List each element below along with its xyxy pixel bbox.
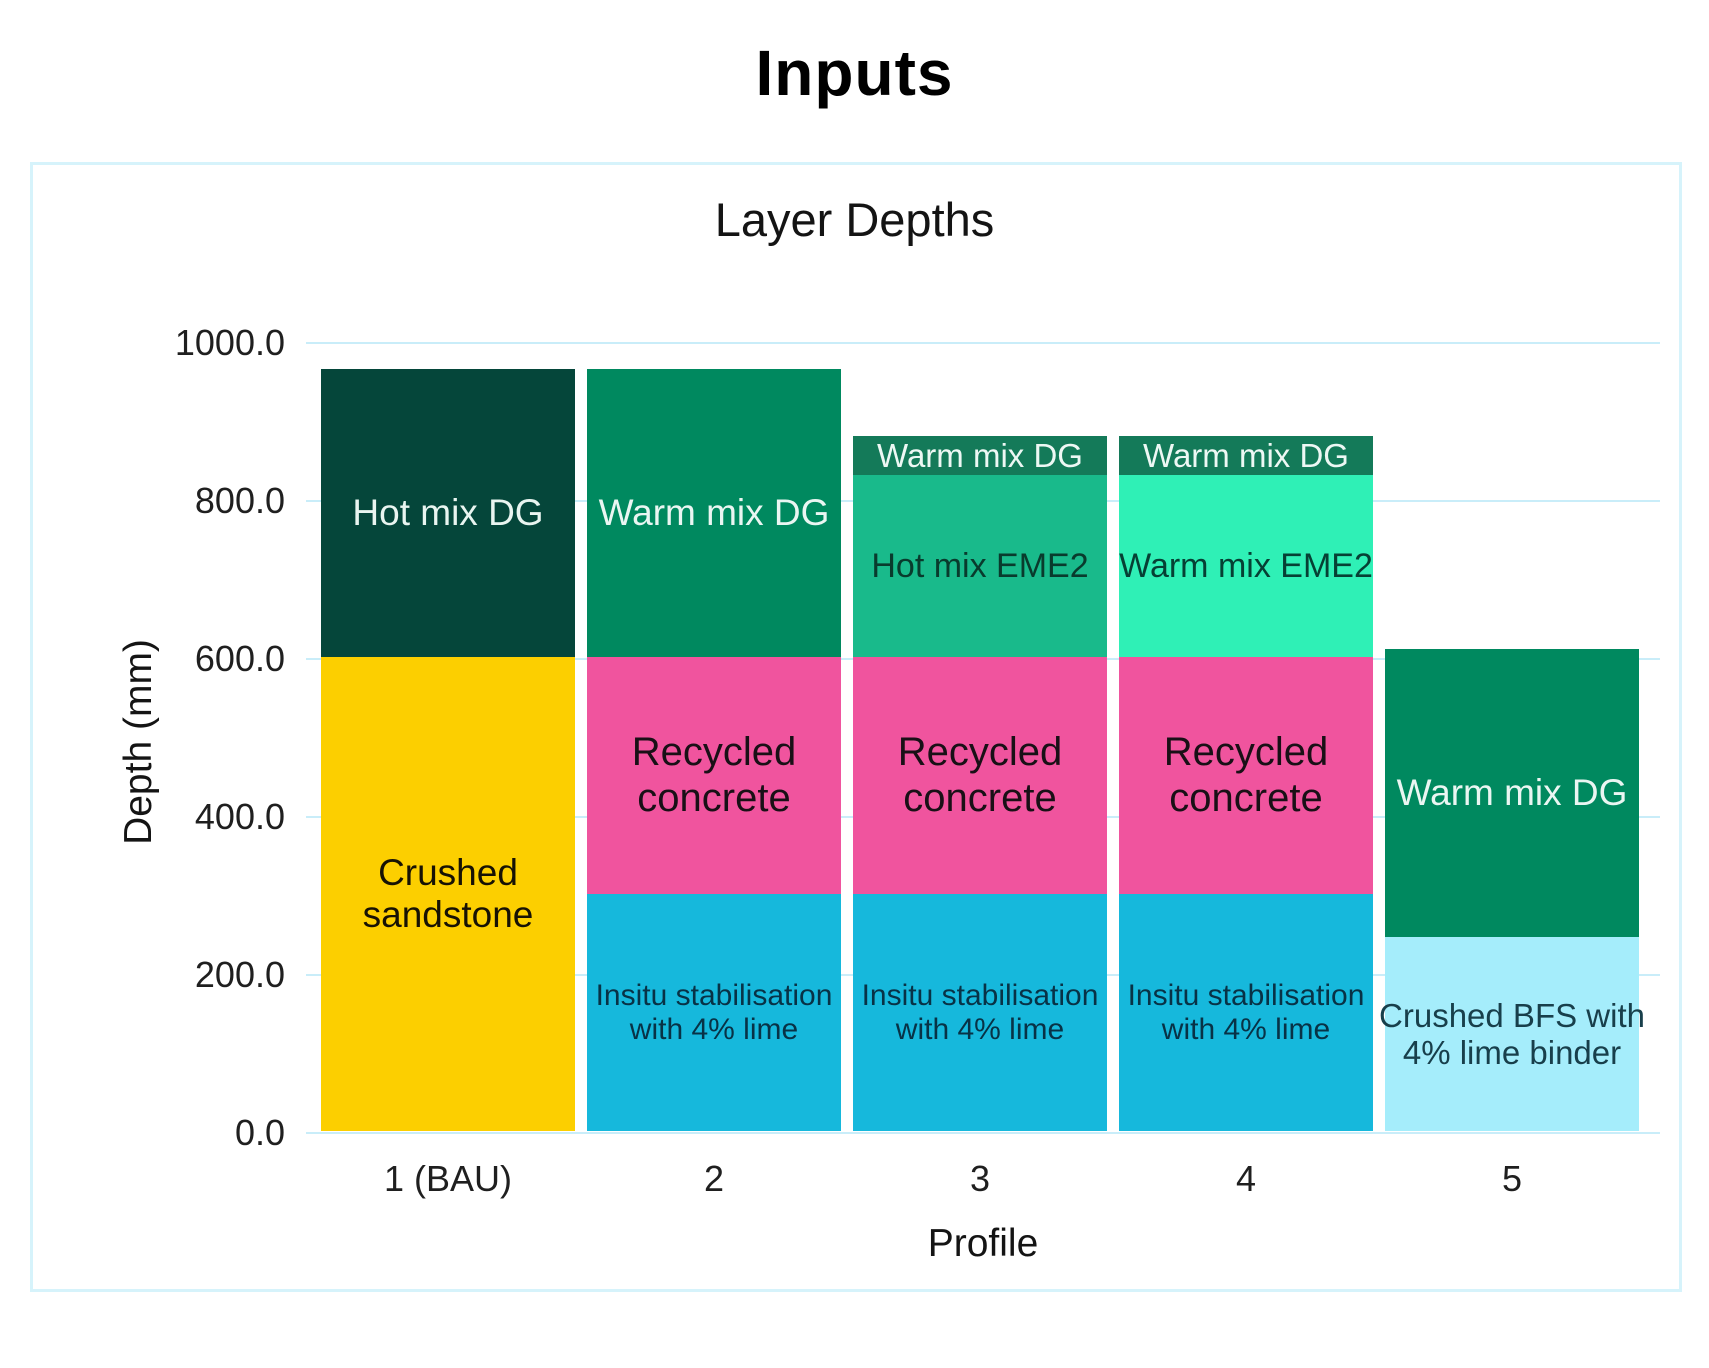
bar-4-segment-recycled-concrete <box>1119 657 1373 894</box>
bar-3-segment-hot-mix-eme2 <box>853 475 1107 657</box>
y-tick-label-1000: 1000.0 <box>174 322 285 363</box>
y-tick-label-200: 200.0 <box>194 954 285 995</box>
y-tick-label-0: 0.0 <box>234 1112 285 1153</box>
x-tick-label-1-bau: 1 (BAU) <box>383 1158 513 1199</box>
x-tick-label-2: 2 <box>703 1158 725 1199</box>
bar-2-segment-warm-mix-dg <box>587 368 841 657</box>
bar-1-segment-crushed-sandstone <box>321 657 575 1131</box>
gridline-1000 <box>306 342 1660 344</box>
x-tick-label-3: 3 <box>969 1158 991 1199</box>
gridline-0 <box>306 1132 1660 1134</box>
bar-1-segment-hot-mix-dg <box>321 368 575 657</box>
bar-2-segment-insitu-stabilisation-with-4-lime <box>587 894 841 1131</box>
bar-3-segment-insitu-stabilisation-with-4-lime <box>853 894 1107 1131</box>
bar-5-segment-crushed-bfs-with-4-lime-binder <box>1385 937 1639 1131</box>
bar-3-segment-recycled-concrete <box>853 657 1107 894</box>
bar-4-segment-warm-mix-dg <box>1119 435 1373 476</box>
bar-4-segment-warm-mix-eme2 <box>1119 475 1373 657</box>
bar-4-segment-insitu-stabilisation-with-4-lime <box>1119 894 1373 1131</box>
bar-2-segment-recycled-concrete <box>587 657 841 894</box>
page-title: Inputs <box>755 37 954 109</box>
x-tick-label-5: 5 <box>1501 1158 1523 1199</box>
chart-title: Layer Depths <box>714 193 995 246</box>
bar-5-segment-warm-mix-dg <box>1385 649 1639 938</box>
x-tick-label-4: 4 <box>1235 1158 1257 1199</box>
y-tick-label-400: 400.0 <box>194 796 285 837</box>
bar-3-segment-warm-mix-dg <box>853 435 1107 476</box>
y-tick-label-800: 800.0 <box>194 480 285 521</box>
y-tick-label-600: 600.0 <box>194 638 285 679</box>
x-axis-label: Profile <box>927 1222 1039 1265</box>
